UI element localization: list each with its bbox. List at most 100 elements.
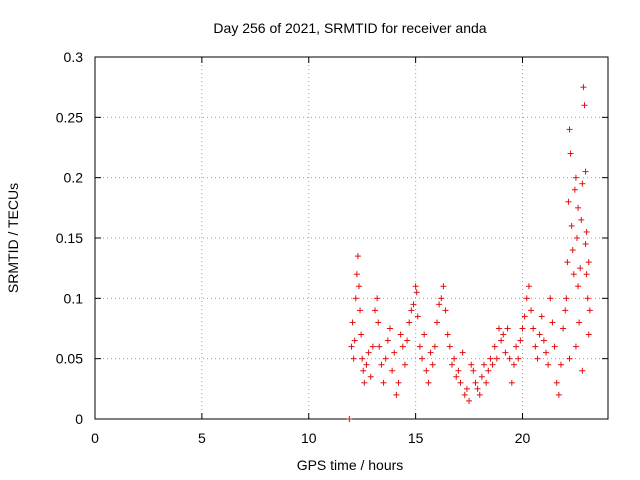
y-tick-label: 0.15 [56,230,83,246]
x-tick-label: 0 [91,430,99,446]
data-point [534,355,541,362]
data-point [446,343,453,350]
data-point [572,174,579,181]
data-point [585,259,592,266]
data-point [401,361,408,368]
data-point [376,343,383,350]
grid-lines [95,57,608,419]
data-point [431,343,438,350]
data-point [429,361,436,368]
data-point [582,241,589,248]
data-point [378,361,385,368]
data-point [517,337,524,344]
data-point [498,337,505,344]
data-point [570,271,577,278]
data-point [372,307,379,314]
data-point [463,385,470,392]
data-point [565,198,572,205]
data-point [444,331,451,338]
data-point [502,349,509,356]
data-points [346,84,593,422]
data-point [485,367,492,374]
y-tick-label: 0.05 [56,351,83,367]
data-point [557,361,564,368]
y-tick-labels: 0 0.05 0.1 0.15 0.2 0.25 0.3 [56,49,83,427]
data-point [354,253,361,260]
data-point [540,337,547,344]
data-point [575,204,582,211]
data-point [530,325,537,332]
data-point [472,379,479,386]
data-point [374,295,381,302]
data-point [361,379,368,386]
data-point [466,397,473,404]
data-point [506,355,513,362]
y-tick-label: 0.1 [64,290,84,306]
data-point [406,319,413,326]
data-point [495,325,502,332]
data-point [410,301,417,308]
data-point [436,301,443,308]
data-point [576,319,583,326]
data-point [461,391,468,398]
x-tick-label: 10 [301,430,317,446]
data-point [416,343,423,350]
data-point [583,271,590,278]
data-point [578,216,585,223]
data-point [357,307,364,314]
data-point [382,355,389,362]
data-point [567,150,574,157]
data-point [581,102,588,109]
data-point [551,343,558,350]
data-point [586,307,593,314]
data-point [564,259,571,266]
data-point [391,349,398,356]
data-point [413,289,420,296]
data-point [579,180,586,187]
data-point [380,379,387,386]
data-point [504,325,511,332]
data-point [451,355,458,362]
data-point [386,325,393,332]
data-point [515,355,522,362]
data-point [468,361,475,368]
data-point [568,222,575,229]
data-point [508,379,515,386]
data-point [553,379,560,386]
data-point [521,313,528,320]
data-point [384,337,391,344]
data-point [549,319,556,326]
data-point [532,343,539,350]
data-point [425,379,432,386]
data-point [583,228,590,235]
data-point [519,325,526,332]
data-point [434,319,440,326]
data-point [560,325,567,332]
data-point [481,361,488,368]
data-point [579,367,586,374]
data-point [474,385,481,392]
axis-ticks [94,56,608,420]
data-point [566,126,573,133]
data-point [538,313,545,320]
data-point [493,355,500,362]
data-point [476,391,483,398]
data-point [369,343,376,350]
data-point [555,391,562,398]
data-point [423,367,430,374]
x-tick-label: 20 [515,430,531,446]
data-point [525,283,532,290]
data-point [359,355,366,362]
data-point [352,295,359,302]
y-tick-label: 0.25 [56,109,83,125]
data-point [421,331,428,338]
data-point [353,271,360,278]
data-point [442,307,449,314]
data-point [438,295,445,302]
data-point [399,343,406,350]
data-point [584,295,591,302]
data-point [487,355,494,362]
data-point [355,283,362,290]
data-point [412,283,419,290]
